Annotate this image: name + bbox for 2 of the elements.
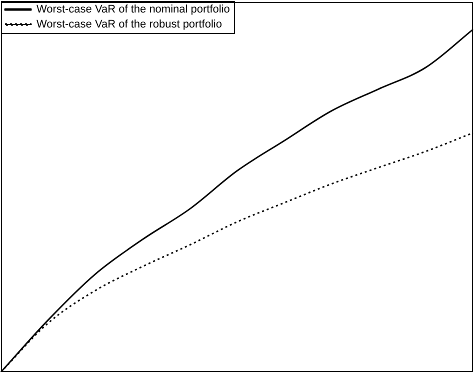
legend-label: Worst-case VaR of the nominal portfolio (36, 4, 230, 16)
legend-label: Worst-case VaR of the robust portfolio (36, 18, 222, 31)
